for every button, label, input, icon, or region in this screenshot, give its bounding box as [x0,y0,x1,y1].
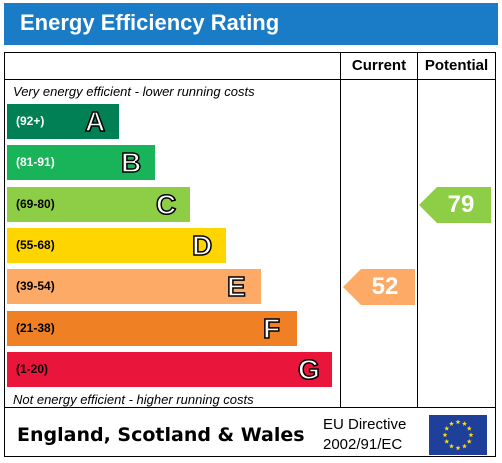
header-rule [5,79,495,80]
eu-star [466,438,472,444]
eu-star [444,425,450,431]
top-caption: Very energy efficient - lower running co… [13,84,255,99]
directive-line-2: 2002/91/EC [323,436,403,453]
band-e: (39-54) E [7,269,261,304]
eu-star [462,421,467,426]
current-column-header: Current [351,57,407,74]
band-letter: D [191,229,213,262]
band-letter: G [297,353,320,386]
band-letter: E [226,270,246,303]
eu-star [449,443,454,449]
current-rating-arrow: 52 [343,269,415,305]
band-range-label: (69-80) [16,197,55,211]
potential-rating-arrow-value: 79 [447,191,475,218]
page-title: Energy Efficiency Rating [20,10,280,35]
eu-star [455,419,461,425]
potential-column-header: Potential [424,57,489,74]
band-range-label: (39-54) [16,279,55,293]
band-c: (69-80) C [7,187,190,222]
eu-star [444,438,450,444]
eu-star [455,445,461,451]
potential-column-divider [417,53,418,407]
band-a: (92+) A [7,104,119,139]
band-letter: F [262,312,281,345]
eu-star [442,432,448,438]
title-bar: Energy Efficiency Rating [4,3,498,45]
band-range-label: (81-91) [16,155,55,169]
eu-star [449,421,454,426]
rating-chart-frame: Current Potential Very energy efficient … [4,52,496,457]
band-f: (21-38) F [7,311,297,346]
eu-flag-icon [429,415,487,455]
eu-star [468,432,474,438]
potential-rating-arrow-shape [419,187,491,223]
footer-rule [5,407,495,408]
footer-directive: EU Directive 2002/91/EC [323,415,406,455]
footer-country: England, Scotland & Wales [17,424,305,446]
band-b: (81-91) B [7,145,155,180]
bottom-caption: Not energy efficient - higher running co… [13,392,254,407]
band-range-label: (1-20) [16,362,49,376]
directive-line-1: EU Directive [323,416,407,433]
band-letter: C [155,188,177,221]
band-letter: B [120,146,142,179]
band-range-label: (55-68) [16,238,55,252]
band-range-label: (92+) [16,114,45,128]
eu-star [462,443,467,449]
band-d: (55-68) D [7,228,226,263]
current-column-divider [340,53,341,407]
eu-star [466,425,472,431]
current-rating-arrow-shape [343,269,415,305]
band-letter: A [84,105,106,138]
band-g: (1-20) G [7,352,332,387]
band-range-label: (21-38) [16,321,55,335]
potential-rating-arrow: 79 [419,187,491,223]
current-rating-arrow-value: 52 [371,273,399,300]
